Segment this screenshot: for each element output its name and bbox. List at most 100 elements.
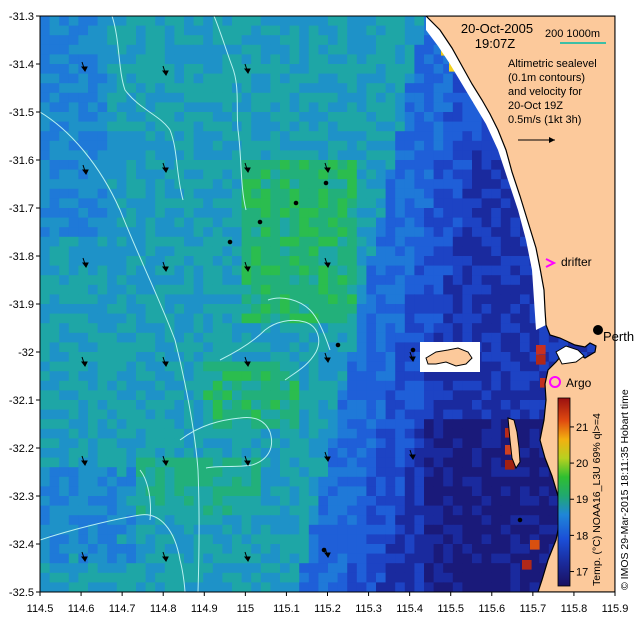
sst-cell [318,476,329,487]
sst-cell [414,294,425,305]
sst-cell [318,304,329,314]
sst-cell [481,294,492,305]
sst-cell [212,582,223,592]
sst-cell [193,179,204,190]
sst-cell [126,131,137,142]
sst-cell [260,179,271,190]
sst-cell [145,217,156,228]
sst-cell [289,64,300,74]
sst-cell [520,544,530,554]
sst-cell [212,83,223,94]
sst-cell [529,572,540,583]
sst-cell [539,476,550,487]
sst-cell [203,419,214,430]
sst-cell [145,246,156,257]
sst-cell [97,64,108,74]
sst-cell [491,361,502,372]
sst-cell [404,265,415,276]
sst-cell [164,179,175,190]
sst-cell [385,83,396,94]
sst-cell [366,457,377,468]
sst-cell [174,112,185,122]
sst-cell [308,448,319,458]
sst-cell [116,438,127,449]
sst-cell [395,25,406,36]
sst-cell [107,505,118,516]
sst-cell [49,150,60,161]
sst-cell [260,112,271,122]
sst-cell [404,227,415,238]
sst-cell [452,188,463,199]
sst-cell [40,486,50,497]
sst-cell [174,275,185,286]
sst-cell [97,150,108,161]
sst-cell [126,544,137,554]
sst-cell [174,140,185,151]
sst-cell [289,524,300,535]
sst-cell [308,409,319,420]
sst-cell [395,217,406,228]
sst-cell [587,342,598,353]
sst-cell [193,64,204,74]
sst-cell [289,131,300,142]
sst-cell [164,428,175,439]
sst-cell [539,515,550,526]
sst-cell [155,476,166,487]
sst-cell [251,524,262,535]
sst-cell [347,275,358,286]
sst-cell [174,524,185,535]
sst-cell [299,54,310,65]
sst-cell [280,64,290,74]
sst-cell [328,563,338,574]
sst-cell [40,476,50,487]
sst-cell [126,140,137,151]
x-axis: 114.5 114.6 114.7 114.8 114.9 115 115.1 115.2 11… [27,592,628,615]
sst-cell [203,54,214,65]
sst-cell [337,35,348,46]
sst-cell [203,150,214,161]
sst-cell [193,371,204,382]
sst-cell [136,400,146,410]
sst-cell [136,64,146,74]
sst-cell [491,380,502,391]
sst-cell [232,400,242,410]
sst-cell [318,448,329,458]
sst-cell [107,265,118,276]
sst-cell [308,140,319,151]
sst-cell [145,428,156,439]
sst-cell [126,572,137,583]
sst-cell [49,515,60,526]
sst-cell [356,582,367,592]
sst-cell [97,313,108,324]
sst-cell [270,505,281,516]
sst-cell [155,563,166,574]
sst-cell [443,198,454,209]
sst-cell [241,284,252,295]
sst-cell [68,236,79,247]
sst-cell [145,563,156,574]
sst-cell [280,553,290,564]
sst-cell [462,476,473,487]
sst-cell [270,448,281,458]
sst-cell [452,448,463,458]
sst-cell [193,54,204,65]
sst-cell [424,121,434,132]
sst-cell [145,486,156,497]
sst-cell [164,332,175,343]
sst-cell [280,476,290,487]
sst-cell [404,208,415,218]
sst-cell [299,553,310,564]
sst-cell [251,553,262,564]
sst-cell [376,179,386,190]
y-axis: -31.3-31.4-31.5-31.6-31.7-31.8-31.9-32-3… [9,11,40,599]
sst-cell [155,73,166,84]
sst-cell [337,313,348,324]
sst-cell [78,198,89,209]
sst-cell [88,496,98,506]
sst-cell [299,35,310,46]
sst-cell [164,92,175,103]
sst-cell [155,217,166,228]
sst-cell [433,323,444,334]
sst-cell [395,409,406,420]
sst-cell [347,524,358,535]
